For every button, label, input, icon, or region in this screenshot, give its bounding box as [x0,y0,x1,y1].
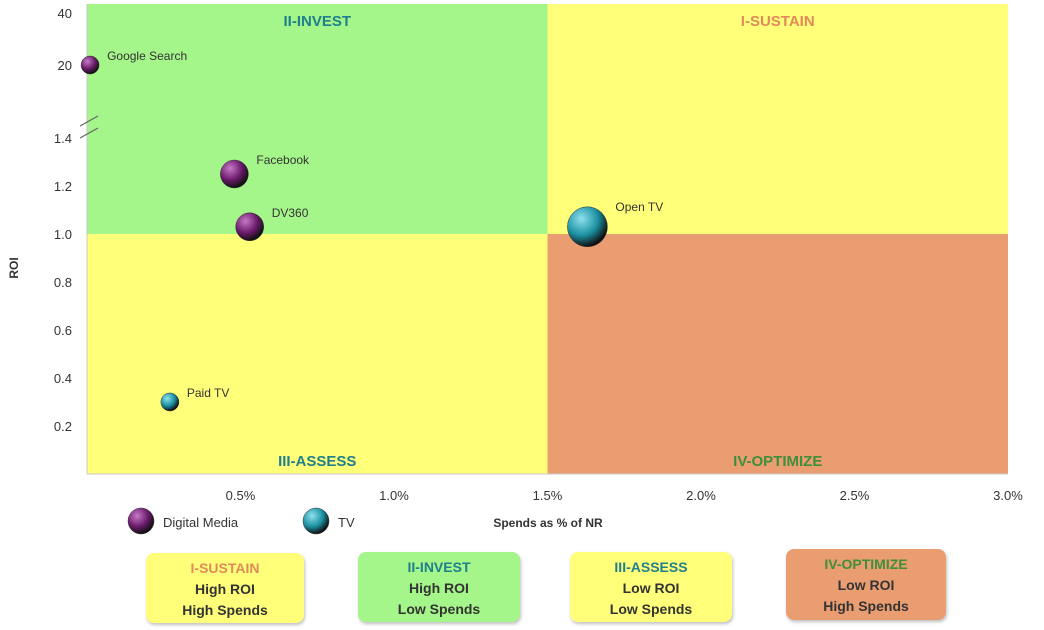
y-axis-break-mark [79,115,99,127]
quadrant-key-line1: Low ROI [622,580,680,596]
quadrant-key-box: IV-OPTIMIZE Low ROI High Spends [786,549,946,620]
quadrant-key-line1: High ROI [409,580,469,596]
y-tick-label: 0.4 [54,371,72,386]
quadrant-key-line2: Low Spends [609,601,693,617]
y-tick-label: 1.4 [54,131,72,146]
axis-layer: 0.2 0.4 0.6 0.8 1.0 1.2 1.4 20 40 0.5% 1.0% 1.5% 2.0… [54,4,1023,503]
y-tick-label: 0.2 [54,419,72,434]
quadrant-bottom-right [547,234,1008,474]
y-tick-label: 0.6 [54,323,72,338]
data-point-label: Facebook [256,153,310,167]
data-point [220,159,249,189]
data-point [567,206,608,248]
quadrant-key-box: II-INVEST High ROI Low Spends [358,552,520,622]
quadrant-label-bottom-left: III-ASSESS [278,453,356,470]
quadrant-bottom-left [87,234,548,474]
quadrant-label-top-right: I-SUSTAIN [741,13,815,30]
y-tick-label: 1.2 [54,179,72,194]
y-tick-label: 20 [58,58,72,73]
x-tick-label: 3.0% [993,488,1023,503]
y-axis-break-mark [79,127,99,139]
x-tick-label: 1.5% [533,488,563,503]
quadrant-key-line1: Low ROI [837,577,895,593]
point-layer: Google Search Facebook DV360 Paid TV Open TV [80,49,663,412]
quadrant-top-right [547,4,1008,234]
legend-marker [127,507,155,535]
x-axis-label: Spends as % of NR [493,516,603,530]
quadrant-key-title: II-INVEST [407,559,471,575]
quadrant-key-line2: High Spends [182,602,268,618]
data-point [160,392,180,412]
data-point [235,212,264,242]
quadrant-key-line2: Low Spends [397,601,481,617]
data-point-label: DV360 [272,206,309,220]
x-tick-label: 1.0% [379,488,409,503]
quadrant-label-bottom-right: IV-OPTIMIZE [733,453,822,470]
quadrant-label-top-left: II-INVEST [283,13,351,30]
quadrant-key-title: I-SUSTAIN [190,560,260,576]
legend-label: TV [338,515,355,530]
data-point [80,55,100,75]
quadrant-key-title: III-ASSESS [614,559,688,575]
y-axis-label: ROI [7,257,21,278]
quadrant-key-line1: High ROI [195,581,255,597]
x-tick-label: 0.5% [226,488,256,503]
quadrant-key-line2: High Spends [823,598,909,614]
legend-label: Digital Media [163,515,239,530]
chart-legend: Digital Media TV [127,507,355,535]
quadrant-key-title: IV-OPTIMIZE [824,556,908,572]
y-tick-label: 40 [58,6,72,21]
legend-marker [302,507,330,535]
y-tick-label: 0.8 [54,275,72,290]
quadrant-top-left [87,4,548,234]
quadrant-key-box: I-SUSTAIN High ROI High Spends [146,553,304,623]
x-tick-label: 2.5% [840,488,870,503]
x-tick-label: 2.0% [686,488,716,503]
data-point-label: Paid TV [187,386,229,400]
data-point-label: Google Search [107,49,187,63]
y-tick-label: 1.0 [54,227,72,242]
quadrant-layer: II-INVEST I-SUSTAIN III-ASSESS IV-OPTIMIZE [87,4,1008,474]
data-point-label: Open TV [615,200,663,214]
quadrant-key-box: III-ASSESS Low ROI Low Spends [570,552,732,622]
